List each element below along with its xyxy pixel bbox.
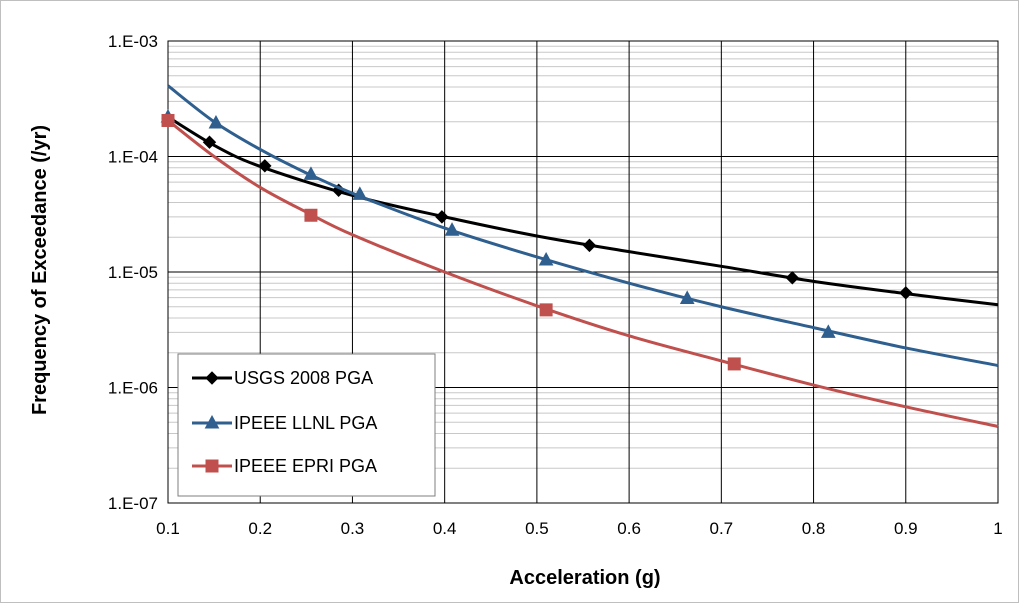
- y-tick-label: 1.E-06: [108, 379, 158, 398]
- data-point-usgs: [435, 210, 449, 224]
- x-tick-label: 0.1: [156, 519, 180, 538]
- series-usgs: [161, 111, 999, 307]
- data-point-usgs: [785, 271, 800, 285]
- data-point-epri: [304, 208, 318, 222]
- data-point-usgs: [258, 159, 272, 173]
- legend-marker-shape: [205, 459, 219, 473]
- legend-marker-shape: [205, 371, 219, 385]
- x-axis-title: Acceleration (g): [509, 567, 660, 589]
- x-tick-label: 0.2: [248, 519, 272, 538]
- series-line-llnl: [167, 84, 999, 367]
- x-tick-label: 0.8: [802, 519, 826, 538]
- legend-marker-llnl: [204, 414, 220, 429]
- legend-marker-epri: [205, 459, 219, 473]
- data-point-llnl: [679, 290, 695, 304]
- y-tick-label: 1.E-07: [108, 494, 158, 513]
- legend-label-llnl: IPEEE LLNL PGA: [234, 413, 377, 433]
- legend-label-epri: IPEEE EPRI PGA: [234, 456, 377, 476]
- legend-item-epri: IPEEE EPRI PGA: [192, 456, 377, 476]
- series-line-usgs: [167, 115, 999, 307]
- plot-area: [167, 40, 999, 504]
- legend-item-usgs: USGS 2008 PGA: [192, 368, 373, 388]
- x-tick-label: 0.9: [894, 519, 918, 538]
- x-tick-label: 0.4: [433, 519, 457, 538]
- series-epri: [161, 113, 999, 428]
- y-tick-label: 1.E-04: [108, 148, 158, 167]
- legend: USGS 2008 PGA IPEEE LLNL PGA IPEEE EPRI …: [177, 353, 436, 497]
- x-tick-label: 1: [993, 519, 1002, 538]
- x-tick-label: 0.7: [710, 519, 734, 538]
- data-point-llnl: [208, 114, 224, 129]
- legend-label-usgs: USGS 2008 PGA: [234, 368, 373, 388]
- series-layer: [160, 84, 999, 428]
- data-point-llnl: [820, 324, 836, 338]
- tick-labels: 0.1 0.2 0.3 0.4 0.5 0.6 0.7 0.8 0.9 1 1.E-07 1.E-06…: [108, 32, 1003, 538]
- data-point-usgs: [582, 238, 597, 253]
- series-llnl: [160, 84, 999, 367]
- legend-marker-usgs: [205, 371, 219, 385]
- data-point-llnl: [303, 166, 319, 180]
- y-tick-label: 1.E-05: [108, 263, 158, 282]
- x-tick-label: 0.3: [341, 519, 365, 538]
- data-point-epri: [161, 113, 175, 127]
- data-point-epri: [727, 357, 741, 371]
- x-tick-label: 0.5: [525, 519, 549, 538]
- y-tick-label: 1.E-03: [108, 32, 158, 51]
- data-point-llnl: [352, 186, 368, 200]
- series-line-epri: [167, 119, 999, 428]
- x-tick-label: 0.6: [617, 519, 641, 538]
- data-point-llnl: [444, 222, 460, 236]
- y-axis-title: Frequency of Exceedance (/yr): [29, 125, 51, 415]
- legend-item-llnl: IPEEE LLNL PGA: [192, 413, 377, 433]
- data-point-usgs: [202, 135, 217, 149]
- data-point-usgs: [899, 286, 913, 300]
- legend-marker-shape: [204, 414, 220, 429]
- data-point-llnl: [538, 251, 554, 266]
- data-point-epri: [539, 303, 553, 317]
